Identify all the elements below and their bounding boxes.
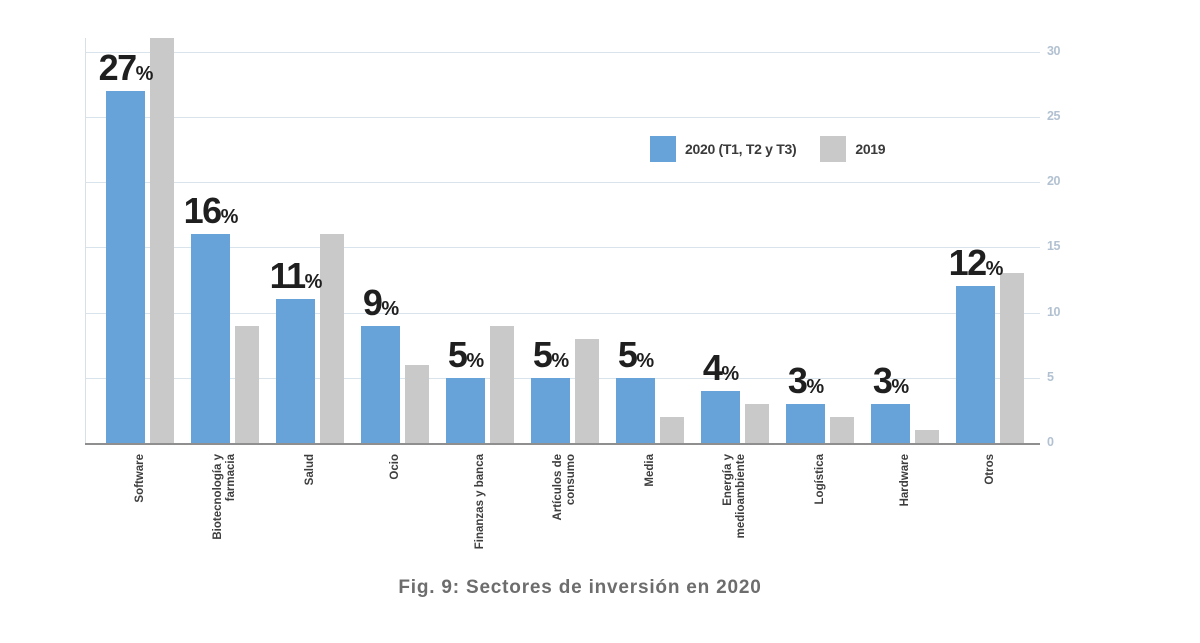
value-number: 9 [362,281,383,323]
x-axis-line [85,443,1040,445]
bar-series1-finanzas-y-banca [490,325,514,443]
value-label-3: 3% [787,359,825,401]
value-label-9: 9% [362,281,400,323]
legend-item-2019: 2019 [820,136,886,162]
x-axis-label-salud: Salud [303,454,316,486]
x-axis-label-software: Software [133,454,146,503]
value-number: 3 [872,359,893,401]
percent-sign: % [135,62,154,85]
value-number: 5 [617,333,638,375]
bar-series1-media [660,416,684,443]
value-label-12: 12% [949,245,1004,281]
x-axis-label-media: Media [643,454,656,487]
figure-caption: Fig. 9: Sectores de inversión en 2020 [398,577,762,598]
percent-sign: % [381,297,400,320]
gridline-30 [85,51,1040,53]
percent-sign: % [466,349,485,372]
x-axis-label-hardware: Hardware [898,454,911,507]
legend-swatch-2020-icon [650,136,676,162]
bar-series0-biotecnolog-a-y [191,234,230,443]
percent-sign: % [551,349,570,372]
value-label-5: 5% [447,333,485,375]
percent-sign: % [806,375,825,398]
bar-series0-energ-a-y [701,390,740,443]
bar-series0-ocio [361,325,400,443]
bar-series1-otros [1000,273,1024,443]
percent-sign: % [220,206,239,229]
y-axis-tick-15: 15 [1047,239,1060,254]
bar-series1-art-culos-de [575,338,599,443]
bar-series0-software [106,90,145,443]
value-label-27: 27% [98,46,154,88]
value-number: 5 [447,333,468,375]
x-axis-label-log-stica: Logística [813,454,826,505]
legend-label-2019: 2019 [855,141,886,157]
value-number: 3 [787,359,808,401]
bar-series0-salud [276,299,315,443]
value-label-5: 5% [532,333,570,375]
legend-label-2020: 2020 (T1, T2 y T3) [685,141,797,157]
bar-series0-otros [956,286,995,443]
percent-sign: % [304,271,323,294]
percent-sign: % [721,362,740,385]
x-axis-label-energ-a-y: Energía y medioambiente [722,454,747,539]
x-axis-label-otros: Otros [983,454,996,485]
bar-series0-hardware [871,403,910,443]
value-label-5: 5% [617,333,655,375]
percent-sign: % [985,258,1004,281]
value-number: 11 [269,255,307,297]
x-axis-label-art-culos-de: Artículos de consumo [552,454,577,521]
value-number: 4 [702,346,723,388]
chart-legend: 2020 (T1, T2 y T3) 2019 [650,136,886,162]
y-axis-tick-20: 20 [1047,174,1060,188]
bar-series1-software [150,38,174,443]
legend-item-2020: 2020 (T1, T2 y T3) [650,136,797,162]
value-number: 27 [98,46,138,88]
value-number: 16 [183,190,223,232]
gridline-15 [85,247,1040,249]
bar-series1-energ-a-y [745,403,769,443]
y-axis-tick-25: 25 [1047,108,1060,123]
y-axis-tick-10: 10 [1047,304,1060,319]
y-axis-tick-0: 0 [1047,435,1054,449]
y-axis-tick-5: 5 [1047,369,1054,384]
percent-sign: % [636,349,655,372]
bar-series1-hardware [915,429,939,443]
bar-series0-art-culos-de [531,377,570,443]
y-axis-tick-30: 30 [1047,43,1060,58]
value-label-4: 4% [702,346,740,388]
bar-series1-biotecnolog-a-y [235,325,259,443]
bar-series1-log-stica [830,416,854,443]
legend-swatch-2019-icon [820,136,847,162]
x-axis-label-biotecnolog-a-y: Biotecnología y farmacia [212,454,237,540]
gridline-20 [85,182,1040,183]
bar-series1-ocio [405,364,429,443]
value-number: 12 [948,242,988,284]
bar-series0-log-stica [786,403,825,443]
value-number: 5 [532,333,553,375]
bar-series0-media [616,377,655,443]
x-axis-label-finanzas-y-banca: Finanzas y banca [473,454,486,550]
value-label-16: 16% [184,193,239,229]
value-label-3: 3% [872,359,910,401]
gridline-25 [85,116,1040,118]
value-label-11: 11% [270,258,323,294]
x-axis-label-ocio: Ocio [388,454,401,480]
y-axis-line [85,38,86,443]
bar-series1-salud [320,234,344,443]
percent-sign: % [891,375,910,398]
bar-series0-finanzas-y-banca [446,377,485,443]
gridline-10 [85,312,1040,314]
